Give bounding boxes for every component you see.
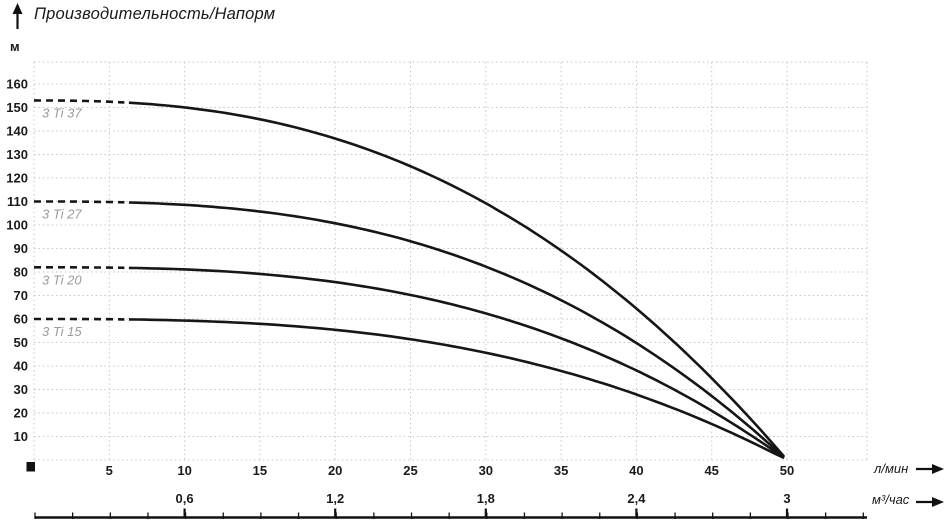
y-tick-label: 20 xyxy=(14,406,28,421)
x2-tick-label: 0,6 xyxy=(176,491,194,506)
y-tick-label: 140 xyxy=(6,124,28,139)
y-tick-label: 100 xyxy=(6,218,28,233)
x2-tick-label: 2,4 xyxy=(627,491,646,506)
y-tick-label: 130 xyxy=(6,147,28,162)
y-tick-label: 120 xyxy=(6,171,28,186)
y-tick-label: 40 xyxy=(14,359,28,374)
x-axis-primary-unit-label: л/мин xyxy=(874,461,909,476)
y-tick-label: 60 xyxy=(14,312,28,327)
x-tick-label: 40 xyxy=(629,463,643,478)
origin-marker xyxy=(26,462,35,472)
y-tick-label: 150 xyxy=(6,100,28,115)
y-tick-label: 10 xyxy=(14,429,28,444)
pump-curve-dashed-start xyxy=(33,99,125,104)
curve-label: 3 Ti 20 xyxy=(42,272,82,287)
x-tick-label: 5 xyxy=(106,463,113,478)
secondary-axis-ruler xyxy=(34,508,867,519)
chart-title: Производительность/Напорм xyxy=(34,5,276,23)
x2-tick-label: 1,2 xyxy=(326,491,344,506)
x-axis-primary-arrow-icon xyxy=(916,464,944,474)
x-tick-label: 30 xyxy=(479,463,493,478)
x-tick-label: 50 xyxy=(780,463,794,478)
x-axis-secondary-unit-label: м³/час xyxy=(872,492,910,507)
y-tick-label: 90 xyxy=(14,241,28,256)
x2-tick-label: 1,8 xyxy=(477,491,495,506)
x-tick-label: 25 xyxy=(403,463,417,478)
x-tick-label: 35 xyxy=(554,463,568,478)
x-tick-label: 10 xyxy=(177,463,191,478)
y-tick-label: 160 xyxy=(6,77,28,92)
y-tick-label: 50 xyxy=(14,335,28,350)
x-tick-label: 15 xyxy=(253,463,267,478)
x-axis-secondary-arrow-icon xyxy=(916,497,944,507)
pump-curve xyxy=(128,318,785,460)
pump-curve xyxy=(128,201,785,459)
y-tick-label: 70 xyxy=(14,288,28,303)
pump-curve xyxy=(128,101,785,458)
y-tick-label: 110 xyxy=(7,194,28,209)
x2-tick-label: 3 xyxy=(783,491,790,506)
y-tick-label: 30 xyxy=(14,382,28,397)
y-tick-label: 80 xyxy=(14,265,28,280)
pump-curve-dashed-start xyxy=(34,200,125,204)
y-axis-up-arrow-icon xyxy=(12,3,23,29)
x-tick-label: 20 xyxy=(328,463,342,478)
curve-label: 3 Ti 15 xyxy=(42,324,82,339)
pump-curve-dashed-start xyxy=(34,265,125,270)
curve-label: 3 Ti 37 xyxy=(42,105,82,120)
x-tick-label: 45 xyxy=(704,463,718,478)
y-axis-unit-label: м xyxy=(10,39,20,54)
curve-label: 3 Ti 27 xyxy=(42,207,82,222)
pump-curve xyxy=(128,266,785,460)
